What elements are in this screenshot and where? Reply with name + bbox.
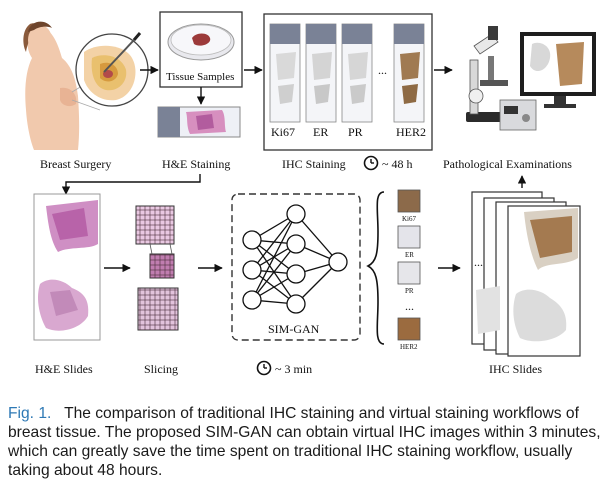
ihc-ellipsis: ...: [378, 63, 387, 77]
ihc-slides-row: [269, 23, 425, 123]
he-slide: [157, 106, 241, 138]
he-slide-large: [33, 193, 101, 341]
he-staining-label: H&E Staining: [162, 157, 230, 171]
he-slides-label: H&E Slides: [35, 362, 93, 376]
ihc-marker-her2: HER2: [396, 125, 426, 139]
clock-icon: [363, 155, 379, 171]
brace: [366, 191, 385, 345]
ihc-marker-er: ER: [313, 125, 328, 139]
ihc-marker-pr: PR: [348, 125, 363, 139]
clock-icon: [256, 360, 272, 376]
ihc-time-label: ~ 48 h: [382, 157, 413, 171]
breast-surgery-label: Breast Surgery: [40, 157, 111, 171]
slicing-label: Slicing: [144, 362, 178, 376]
ihc-stack-ellipsis: ...: [474, 255, 483, 269]
sim-gan-label: SIM-GAN: [268, 322, 320, 336]
sim-gan-time-label: ~ 3 min: [275, 362, 312, 376]
patch-marker-ki67: Ki67: [402, 215, 417, 223]
pathological-exams-label: Pathological Examinations: [443, 157, 572, 171]
slicing-tiles: [135, 205, 179, 331]
patch-marker-pr: PR: [405, 287, 414, 295]
lab-device-icon: [499, 99, 537, 131]
patch-marker-er: ER: [405, 251, 414, 259]
neural-network-icon: [242, 204, 348, 314]
ihc-patches-column: [397, 189, 421, 341]
patch-ellipsis: ...: [405, 299, 414, 313]
ihc-slides-stack: [471, 191, 581, 357]
breast-surgery-illustration: [23, 21, 149, 150]
ihc-staining-label: IHC Staining: [282, 157, 346, 171]
microscope-icon: [466, 26, 510, 122]
petri-dish: [167, 23, 235, 61]
ihc-slides-label: IHC Slides: [489, 362, 542, 376]
monitor-icon: [520, 32, 596, 108]
caption-text: The comparison of traditional IHC staini…: [8, 405, 601, 479]
figure-caption: Fig. 1. The comparison of traditional IH…: [8, 404, 606, 480]
ihc-marker-ki67: Ki67: [271, 125, 295, 139]
patch-marker-her2: HER2: [400, 343, 418, 351]
tissue-samples-label: Tissue Samples: [166, 71, 234, 83]
figure-number: Fig. 1.: [8, 405, 52, 422]
